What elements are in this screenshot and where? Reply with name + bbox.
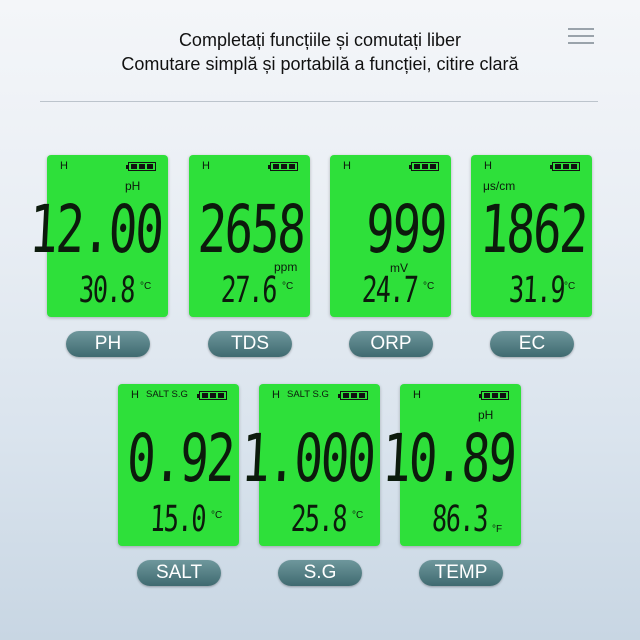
hold-indicator: H [131,389,139,401]
lcd-screen-ph: H pH 12.00 30.8 °C [28,155,168,317]
measurement-unit: mV [390,261,408,275]
subheadline: Comutare simplă și portabilă a funcției,… [121,54,519,74]
temperature-unit: °C [140,281,152,292]
temperature-unit: °C [564,281,576,292]
mode-button-ec[interactable]: EC [490,331,574,357]
lcd-screen-temp: H pH 10.89 86.3 °F [381,384,521,546]
hold-indicator: H [272,389,280,401]
battery-full-icon [338,391,368,400]
measurement-unit: ppm [274,260,298,274]
measurement-unit: pH [125,179,141,193]
headline: Completați funcțiile și comutați liber [178,30,462,50]
reading-value: 10.89 [380,420,517,497]
hold-indicator: H [202,160,210,172]
hold-indicator: H [484,160,492,172]
lcd-screen-salt: H SALT S.G 0.92 15.0 °C [118,384,239,546]
temperature-value: 15.0 [149,499,207,540]
reading-value: 1.000 [239,420,376,497]
temperature-value: 25.8 [290,499,348,540]
temperature-unit: °F [492,524,503,535]
temperature-value: 24.7 [361,270,419,311]
hold-indicator: H [413,389,421,401]
battery-full-icon [268,162,298,171]
temperature-value: 31.9 [508,270,566,311]
lcd-screen-orp: H mV 999 24.7 °C [330,155,451,317]
mode-button-tds[interactable]: TDS [208,331,292,357]
temperature-unit: °C [352,510,364,521]
reading-value: 2658 [196,191,306,268]
lcd-screen-sg: H SALT S.G 1.000 25.8 °C [240,384,380,546]
temperature-value: 30.8 [78,270,136,311]
mode-button-sg[interactable]: S.G [278,560,362,586]
lcd-screen-tds: H ppm 2658 27.6 °C [189,155,310,317]
battery-full-icon [409,162,439,171]
reading-value: 1862 [478,191,588,268]
battery-full-icon [126,162,156,171]
mode-flags: SALT S.G [146,389,188,400]
lcd-screen-ec: H μs/cm 1862 31.9 °C [471,155,592,317]
temperature-unit: °C [423,281,435,292]
battery-full-icon [197,391,227,400]
hold-indicator: H [343,160,351,172]
hamburger-menu-icon[interactable] [568,28,594,44]
temperature-value: 86.3 [431,499,489,540]
hold-indicator: H [60,160,68,172]
measurement-unit: pH [478,408,494,422]
mode-flags: SALT S.G [287,389,329,400]
temperature-value: 27.6 [220,270,278,311]
mode-button-temp[interactable]: TEMP [419,560,503,586]
temperature-unit: °C [211,510,223,521]
reading-value: 999 [363,191,447,268]
reading-value: 12.00 [27,191,164,268]
battery-full-icon [479,391,509,400]
temperature-unit: °C [282,281,294,292]
reading-value: 0.92 [125,420,235,497]
mode-button-orp[interactable]: ORP [349,331,433,357]
measurement-unit: μs/cm [483,179,516,193]
divider [40,101,598,102]
battery-full-icon [550,162,580,171]
mode-button-salt[interactable]: SALT [137,560,221,586]
mode-button-ph[interactable]: PH [66,331,150,357]
